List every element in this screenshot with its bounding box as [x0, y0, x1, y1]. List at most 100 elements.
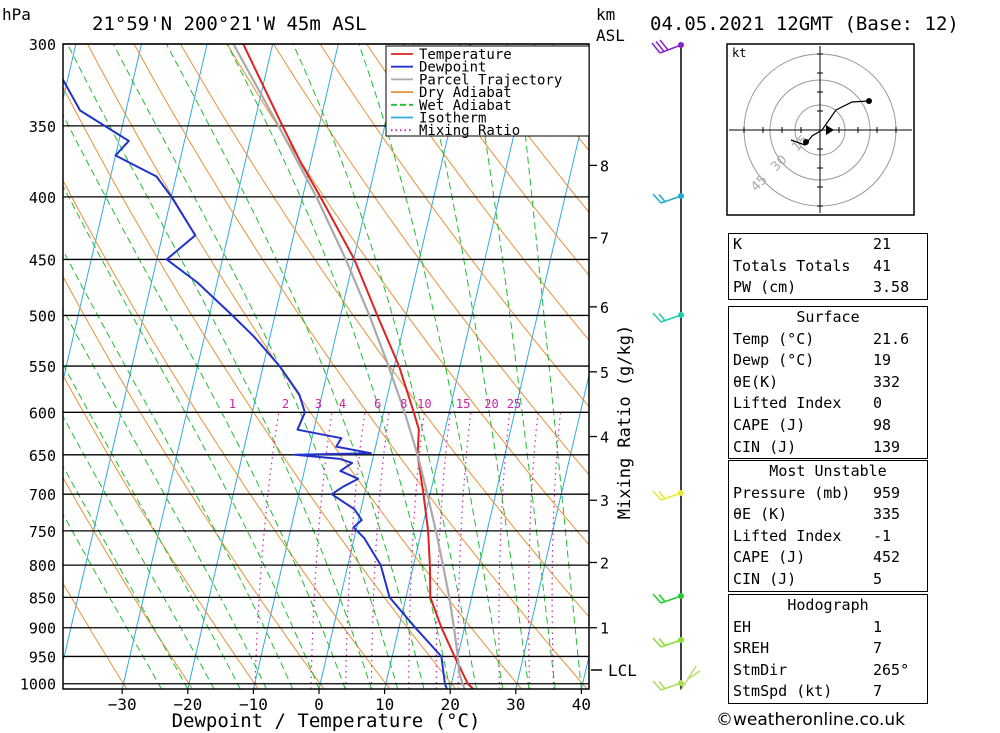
param-row: CIN (J) 139	[729, 437, 927, 459]
wet-adiabat-line	[358, 44, 504, 689]
param-value: 21.6	[873, 329, 910, 348]
param-label: EH	[733, 617, 752, 636]
wind-barb	[652, 490, 682, 501]
copyright[interactable]: ©weatheronline.co.uk	[716, 710, 906, 730]
param-row: K 21	[729, 234, 927, 256]
hodograph-params-title: Hodograph	[787, 596, 869, 614]
param-row: Lifted Index 0	[729, 393, 927, 415]
wet-adiabat-line	[63, 113, 346, 689]
wet-adiabat-line	[292, 44, 477, 689]
altitude-axis: 1 2 3 4 5 6 7 8	[589, 157, 609, 638]
pressure-tick-label: 700	[29, 486, 56, 504]
param-value: 3.58	[873, 278, 910, 297]
pressure-tick-label: 750	[29, 523, 56, 541]
param-label: K	[733, 235, 743, 253]
param-value: 7	[873, 639, 883, 658]
x-tick-label: −20	[173, 695, 202, 714]
series-parcel-trajectory	[232, 44, 466, 689]
param-row: θE(K) 332	[729, 372, 927, 394]
param-label: StmDir	[733, 660, 788, 679]
km-tick-label: 7	[600, 230, 609, 248]
pressure-tick-label: 900	[29, 620, 56, 638]
km-tick-label: 4	[600, 429, 609, 447]
param-label: CIN (J)	[733, 437, 797, 456]
dry-adiabat-line	[63, 86, 457, 689]
dry-adiabat-line	[133, 44, 588, 689]
series-temperature	[242, 44, 474, 689]
pressure-unit: hPa	[2, 5, 31, 24]
param-label: Dewp (°C)	[733, 351, 815, 370]
param-label: Temp (°C)	[733, 329, 815, 348]
pressure-tick-label: 800	[29, 557, 56, 575]
pressure-tick-label: 300	[29, 36, 56, 54]
hodograph-params-panel: Hodograph EH 1 SREH 7 StmDir 265° StmSpd (kt) 7	[728, 594, 928, 704]
x-axis-label: Dewpoint / Temperature (°C)	[172, 710, 481, 732]
x-tick-label: −30	[108, 695, 137, 714]
legend-entry: Dry Adiabat	[419, 85, 512, 101]
dry-adiabat-line	[63, 476, 193, 689]
mixing-ratio-value: 2	[282, 397, 289, 411]
dry-adiabat-line	[925, 44, 1000, 689]
param-row: CAPE (J) 452	[729, 547, 927, 569]
param-row: Lifted Index -1	[729, 526, 927, 548]
param-row: Totals Totals 41	[729, 256, 927, 278]
param-label: Lifted Index	[733, 526, 842, 545]
pressure-isobars	[63, 43, 589, 685]
wind-barb	[652, 193, 682, 204]
hodograph-point	[803, 139, 809, 145]
param-value: 98	[873, 415, 892, 434]
storm-motion-marker	[826, 125, 834, 135]
km-tick-label: 3	[600, 492, 609, 510]
surface-title: Surface	[796, 308, 860, 326]
param-label: PW (cm)	[733, 278, 797, 297]
hodograph-unit: kt	[732, 46, 746, 60]
wet-adiabat-line	[63, 249, 294, 689]
wind-barb	[652, 312, 682, 323]
mixing-ratio-value: 1	[229, 397, 236, 411]
pressure-tick-label: 1000	[20, 676, 56, 694]
wet-adiabat-line	[112, 44, 399, 689]
mixing-ratio-labels: 1 2 3 4 6 8 10 15 20 25	[229, 397, 521, 411]
km-tick-label: 8	[600, 157, 609, 175]
param-value: 332	[873, 372, 901, 391]
pressure-tick-label: 450	[29, 251, 56, 269]
wind-barbs	[651, 39, 701, 691]
km-unit: km	[596, 5, 615, 24]
wind-barb	[652, 637, 682, 648]
mixing-ratio-value: 20	[484, 397, 498, 411]
param-row: Dewp (°C) 19	[729, 350, 927, 372]
param-value: 335	[873, 505, 901, 524]
wet-adiabat-line	[226, 44, 451, 689]
lcl-label: LCL	[608, 661, 637, 680]
param-label: Lifted Index	[733, 394, 842, 413]
isotherm-line	[0, 44, 10, 689]
wind-barb	[652, 680, 682, 691]
km-tick-label: 2	[600, 554, 609, 572]
pressure-tick-label: 350	[29, 118, 56, 136]
dry-adiabat-line	[971, 44, 1000, 689]
mixing-ratio-value: 8	[400, 397, 407, 411]
sounding-series	[63, 44, 474, 689]
x-tick-label: 20	[441, 695, 460, 714]
param-value: 1	[873, 617, 883, 636]
mixing-ratio-value: 25	[507, 397, 521, 411]
pressure-tick-label: 500	[29, 307, 56, 325]
pressure-tick-label: 600	[29, 404, 56, 422]
legend-box	[385, 45, 590, 137]
isotherm-line	[515, 373, 589, 689]
mixing-ratio-value: 6	[374, 397, 381, 411]
legend-entry: Dewpoint	[419, 60, 486, 76]
mixing-ratio-line	[498, 412, 511, 689]
param-value: 21	[873, 235, 892, 253]
x-tick-label: 40	[572, 695, 591, 714]
hodograph-point	[866, 98, 872, 104]
param-label: SREH	[733, 639, 770, 658]
wet-adiabat-line	[67, 44, 372, 689]
surface-panel: Surface Temp (°C) 21.6 Dewp (°C) 19 θE(K) 332…	[728, 306, 928, 460]
param-value: 959	[873, 483, 901, 502]
km-tick-label: 5	[600, 364, 609, 382]
param-row: Temp (°C) 21.6	[729, 329, 927, 351]
